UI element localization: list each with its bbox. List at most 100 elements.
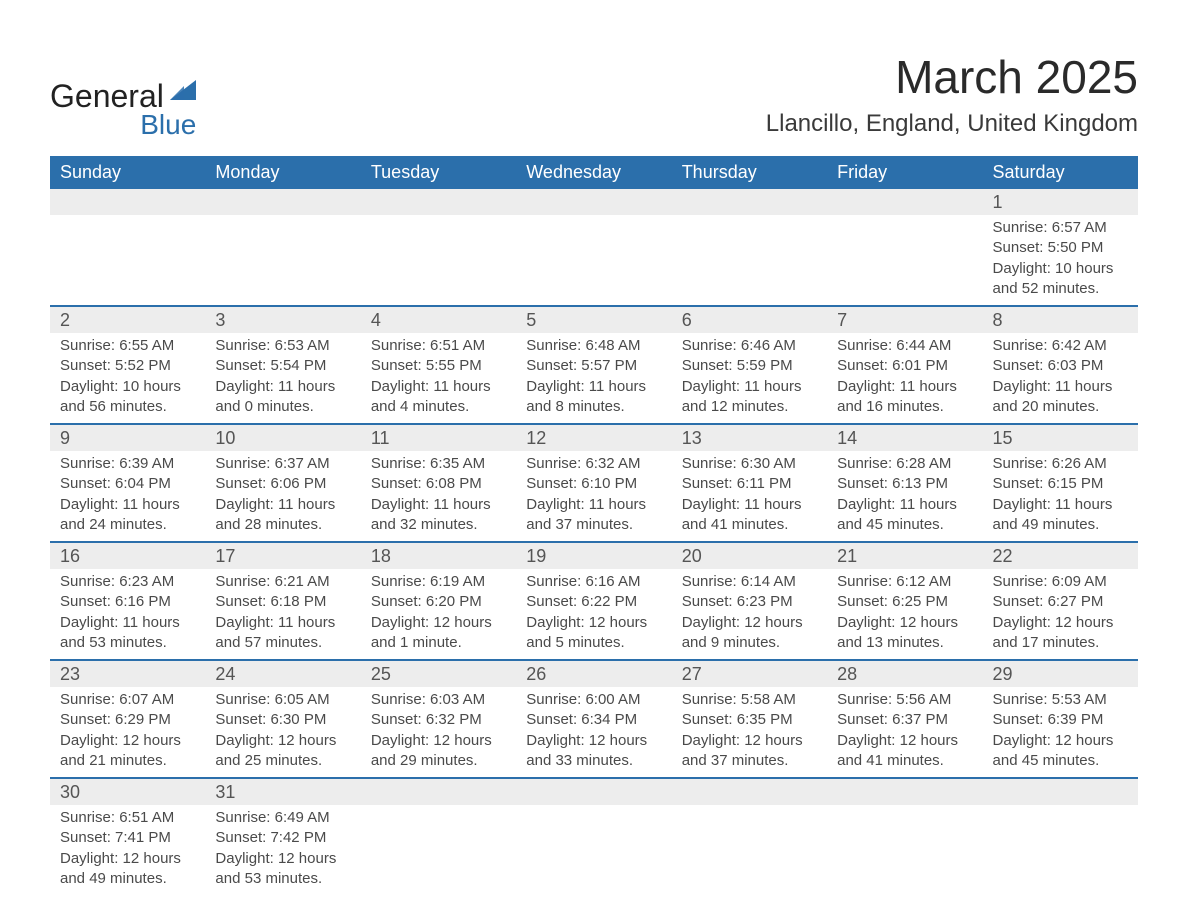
sunset-line: Sunset: 6:13 PM bbox=[837, 474, 972, 494]
sunrise-line: Sunrise: 6:30 AM bbox=[682, 454, 817, 474]
day-detail-cell: Sunrise: 6:14 AMSunset: 6:23 PMDaylight:… bbox=[672, 569, 827, 660]
daylight-line: Daylight: 11 hours and 0 minutes. bbox=[215, 377, 350, 418]
sunset-line: Sunset: 6:10 PM bbox=[526, 474, 661, 494]
day-number-cell bbox=[827, 778, 982, 805]
weekday-header: Thursday bbox=[672, 156, 827, 189]
weekday-header: Monday bbox=[205, 156, 360, 189]
day-number-cell bbox=[827, 189, 982, 215]
weekday-header: Saturday bbox=[983, 156, 1138, 189]
day-detail-cell bbox=[827, 805, 982, 895]
daylight-line: Daylight: 11 hours and 8 minutes. bbox=[526, 377, 661, 418]
sunset-line: Sunset: 6:34 PM bbox=[526, 710, 661, 730]
sunset-line: Sunset: 6:37 PM bbox=[837, 710, 972, 730]
day-detail-cell: Sunrise: 6:16 AMSunset: 6:22 PMDaylight:… bbox=[516, 569, 671, 660]
day-number-cell bbox=[361, 778, 516, 805]
sunset-line: Sunset: 6:16 PM bbox=[60, 592, 195, 612]
sunset-line: Sunset: 6:27 PM bbox=[993, 592, 1128, 612]
day-number-cell: 28 bbox=[827, 660, 982, 687]
sunset-line: Sunset: 5:52 PM bbox=[60, 356, 195, 376]
month-title: March 2025 bbox=[766, 50, 1138, 104]
day-number-cell bbox=[516, 778, 671, 805]
day-number-cell: 11 bbox=[361, 424, 516, 451]
day-number-row: 23242526272829 bbox=[50, 660, 1138, 687]
sunrise-line: Sunrise: 6:46 AM bbox=[682, 336, 817, 356]
sunrise-line: Sunrise: 6:53 AM bbox=[215, 336, 350, 356]
sunrise-line: Sunrise: 6:37 AM bbox=[215, 454, 350, 474]
sunrise-line: Sunrise: 5:58 AM bbox=[682, 690, 817, 710]
day-detail-cell: Sunrise: 6:21 AMSunset: 6:18 PMDaylight:… bbox=[205, 569, 360, 660]
day-detail-cell: Sunrise: 6:30 AMSunset: 6:11 PMDaylight:… bbox=[672, 451, 827, 542]
day-number-cell: 2 bbox=[50, 306, 205, 333]
sunset-line: Sunset: 6:22 PM bbox=[526, 592, 661, 612]
sunset-line: Sunset: 6:25 PM bbox=[837, 592, 972, 612]
day-detail-cell: Sunrise: 6:55 AMSunset: 5:52 PMDaylight:… bbox=[50, 333, 205, 424]
day-detail-cell: Sunrise: 6:07 AMSunset: 6:29 PMDaylight:… bbox=[50, 687, 205, 778]
day-number-cell: 21 bbox=[827, 542, 982, 569]
daylight-line: Daylight: 10 hours and 52 minutes. bbox=[993, 259, 1128, 300]
day-number-cell: 8 bbox=[983, 306, 1138, 333]
day-number-cell: 1 bbox=[983, 189, 1138, 215]
day-number-cell bbox=[361, 189, 516, 215]
day-number-cell: 30 bbox=[50, 778, 205, 805]
day-number-cell: 20 bbox=[672, 542, 827, 569]
day-detail-cell bbox=[361, 805, 516, 895]
day-number-cell: 23 bbox=[50, 660, 205, 687]
sunrise-line: Sunrise: 6:26 AM bbox=[993, 454, 1128, 474]
day-detail-cell bbox=[983, 805, 1138, 895]
weekday-header: Sunday bbox=[50, 156, 205, 189]
day-number-cell: 9 bbox=[50, 424, 205, 451]
sunset-line: Sunset: 6:03 PM bbox=[993, 356, 1128, 376]
day-number-row: 16171819202122 bbox=[50, 542, 1138, 569]
day-detail-cell: Sunrise: 6:12 AMSunset: 6:25 PMDaylight:… bbox=[827, 569, 982, 660]
daylight-line: Daylight: 11 hours and 16 minutes. bbox=[837, 377, 972, 418]
day-number-cell: 7 bbox=[827, 306, 982, 333]
sail-icon bbox=[170, 78, 198, 107]
sunrise-line: Sunrise: 6:14 AM bbox=[682, 572, 817, 592]
day-detail-cell: Sunrise: 6:00 AMSunset: 6:34 PMDaylight:… bbox=[516, 687, 671, 778]
day-number-cell: 31 bbox=[205, 778, 360, 805]
sunset-line: Sunset: 7:41 PM bbox=[60, 828, 195, 848]
sunrise-line: Sunrise: 6:44 AM bbox=[837, 336, 972, 356]
sunset-line: Sunset: 6:15 PM bbox=[993, 474, 1128, 494]
daylight-line: Daylight: 12 hours and 5 minutes. bbox=[526, 613, 661, 654]
day-detail-cell: Sunrise: 6:05 AMSunset: 6:30 PMDaylight:… bbox=[205, 687, 360, 778]
sunrise-line: Sunrise: 6:42 AM bbox=[993, 336, 1128, 356]
weekday-header: Friday bbox=[827, 156, 982, 189]
daylight-line: Daylight: 12 hours and 17 minutes. bbox=[993, 613, 1128, 654]
sunrise-line: Sunrise: 6:09 AM bbox=[993, 572, 1128, 592]
weekday-header: Wednesday bbox=[516, 156, 671, 189]
sunrise-line: Sunrise: 6:35 AM bbox=[371, 454, 506, 474]
daylight-line: Daylight: 12 hours and 13 minutes. bbox=[837, 613, 972, 654]
daylight-line: Daylight: 12 hours and 1 minute. bbox=[371, 613, 506, 654]
day-detail-cell: Sunrise: 5:56 AMSunset: 6:37 PMDaylight:… bbox=[827, 687, 982, 778]
day-detail-row: Sunrise: 6:07 AMSunset: 6:29 PMDaylight:… bbox=[50, 687, 1138, 778]
day-number-cell bbox=[50, 189, 205, 215]
calendar-table: SundayMondayTuesdayWednesdayThursdayFrid… bbox=[50, 156, 1138, 895]
day-number-cell: 12 bbox=[516, 424, 671, 451]
day-number-cell: 16 bbox=[50, 542, 205, 569]
day-number-cell: 18 bbox=[361, 542, 516, 569]
daylight-line: Daylight: 12 hours and 33 minutes. bbox=[526, 731, 661, 772]
sunrise-line: Sunrise: 6:23 AM bbox=[60, 572, 195, 592]
sunrise-line: Sunrise: 6:21 AM bbox=[215, 572, 350, 592]
sunset-line: Sunset: 6:08 PM bbox=[371, 474, 506, 494]
day-number-cell: 3 bbox=[205, 306, 360, 333]
sunset-line: Sunset: 6:06 PM bbox=[215, 474, 350, 494]
sunrise-line: Sunrise: 6:55 AM bbox=[60, 336, 195, 356]
day-detail-cell bbox=[205, 215, 360, 306]
sunset-line: Sunset: 6:23 PM bbox=[682, 592, 817, 612]
sunset-line: Sunset: 5:57 PM bbox=[526, 356, 661, 376]
sunset-line: Sunset: 6:29 PM bbox=[60, 710, 195, 730]
sunrise-line: Sunrise: 6:51 AM bbox=[371, 336, 506, 356]
daylight-line: Daylight: 12 hours and 9 minutes. bbox=[682, 613, 817, 654]
daylight-line: Daylight: 11 hours and 53 minutes. bbox=[60, 613, 195, 654]
day-detail-cell bbox=[672, 215, 827, 306]
day-number-cell bbox=[983, 778, 1138, 805]
sunrise-line: Sunrise: 6:03 AM bbox=[371, 690, 506, 710]
brand-word-1: General bbox=[50, 78, 164, 115]
day-number-cell bbox=[672, 778, 827, 805]
day-number-cell: 17 bbox=[205, 542, 360, 569]
day-detail-cell: Sunrise: 6:57 AMSunset: 5:50 PMDaylight:… bbox=[983, 215, 1138, 306]
sunset-line: Sunset: 6:01 PM bbox=[837, 356, 972, 376]
day-detail-cell: Sunrise: 6:09 AMSunset: 6:27 PMDaylight:… bbox=[983, 569, 1138, 660]
